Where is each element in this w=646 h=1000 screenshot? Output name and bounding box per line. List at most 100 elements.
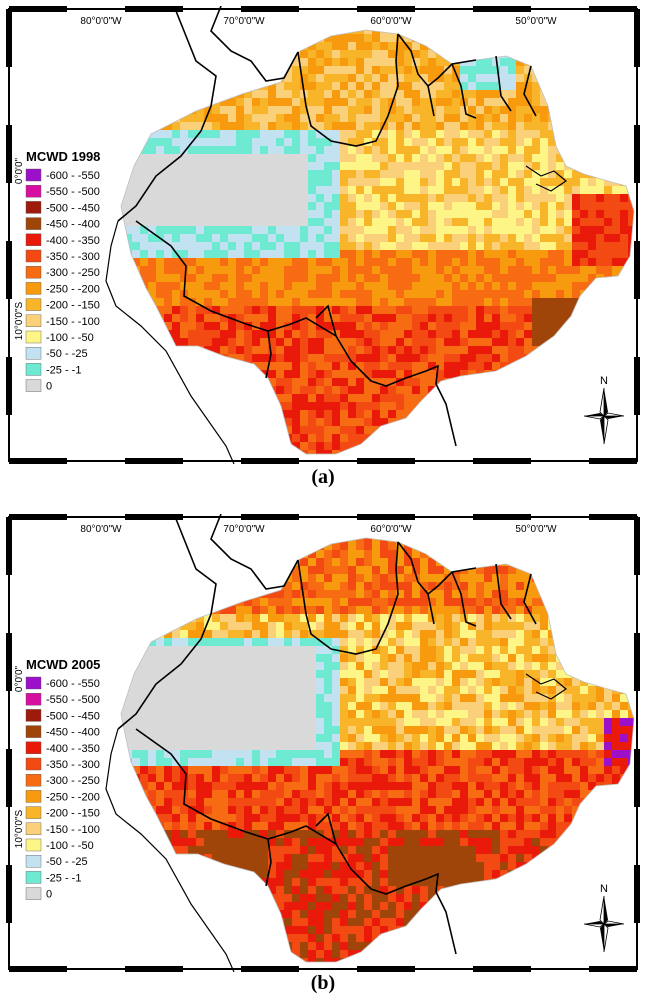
legend-label: 0 (46, 889, 52, 901)
legend-label: -450 - -400 (46, 727, 100, 739)
legend-label: -25 - -1 (46, 364, 81, 376)
legend-label: -600 - -550 (46, 678, 100, 690)
legend-swatch (25, 871, 42, 884)
longitude-label: 70°0'0"W (223, 524, 265, 535)
north-arrow-icon (583, 895, 625, 953)
country-border (427, 567, 477, 595)
legend-swatch (25, 347, 42, 360)
basin-outline (120, 29, 635, 455)
legend-swatch (25, 709, 42, 722)
legend-label: -350 - -300 (46, 251, 100, 263)
legend-label: -550 - -500 (46, 186, 100, 198)
legend-label: 0 (46, 381, 52, 393)
legend-label: -600 - -550 (46, 170, 100, 182)
legend-label: -50 - -25 (46, 348, 88, 360)
legend-swatch (25, 379, 42, 392)
coastline (105, 220, 235, 464)
legend-swatch (25, 298, 42, 311)
map-panel-1998: 80°0'0"W 70°0'0"W 60°0'0"W 50°0'0"W 0°0'0" 10… (6, 6, 640, 488)
legend-swatch (25, 790, 42, 803)
legend-swatch (25, 692, 42, 706)
latitude-label: 0°0'0" (14, 665, 25, 692)
legend-swatch (25, 330, 42, 344)
legend-swatch (25, 774, 42, 787)
map-neatline (8, 516, 638, 970)
legend-swatch (25, 314, 42, 327)
legend-label: -300 - -250 (46, 775, 100, 787)
legend: MCWD 2005 -600 - -550 -550 - -500 -500 - -4… (25, 657, 100, 901)
legend-label: -50 - -25 (46, 856, 88, 868)
country-border (451, 571, 477, 627)
country-border (265, 330, 272, 379)
legend-swatch (25, 855, 42, 868)
legend-title: MCWD 2005 (26, 657, 100, 672)
legend-swatch (25, 363, 42, 376)
latitude-label: 10°0'0"S (14, 301, 25, 340)
country-border (523, 65, 537, 117)
legend-label: -25 - -1 (46, 872, 81, 884)
legend-label: -200 - -150 (46, 808, 100, 820)
legend-label: -500 - -450 (46, 202, 100, 214)
legend-swatch (25, 838, 42, 852)
country-border (427, 59, 477, 87)
map-neatline (8, 8, 638, 462)
country-border (523, 573, 537, 625)
country-border (495, 563, 512, 620)
legend-label: -250 - -200 (46, 791, 100, 803)
caption-b: (b) (310, 972, 336, 994)
latitude-label: 0°0'0" (14, 157, 25, 184)
mcwd-map-1998: 80°0'0"W 70°0'0"W 60°0'0"W 50°0'0"W 0°0'0" 10… (6, 6, 640, 464)
legend-label: -400 - -350 (46, 235, 100, 247)
country-border (315, 812, 337, 845)
legend-swatch (25, 725, 42, 738)
river-mouth-islands (525, 673, 568, 700)
mcwd-raster (121, 538, 634, 962)
north-label: N (600, 883, 608, 895)
legend-swatch (25, 282, 42, 295)
legend-swatch (25, 233, 42, 247)
map-panel-2005: 80°0'0"W 70°0'0"W 60°0'0"W 50°0'0"W 0°0'0" 10… (0, 508, 646, 1000)
country-border (117, 514, 217, 730)
legend: MCWD 1998 -600 - -550 -550 - -500 -500 - -4… (25, 149, 100, 393)
longitude-label: 60°0'0"W (370, 524, 412, 535)
country-border (117, 6, 217, 222)
legend-label: -450 - -400 (46, 219, 100, 231)
north-arrow-icon (583, 387, 625, 445)
country-border (265, 838, 272, 887)
coastline (105, 728, 235, 972)
legend-swatch (25, 741, 42, 755)
country-border (210, 514, 299, 590)
latitude-label: 10°0'0"S (14, 809, 25, 848)
longitude-label: 60°0'0"W (370, 16, 412, 27)
legend-swatch (25, 887, 42, 900)
legend-swatch (25, 822, 42, 835)
country-border (297, 33, 399, 147)
basin-outline (120, 537, 635, 963)
legend-label: -350 - -300 (46, 759, 100, 771)
legend-label: -150 - -100 (46, 824, 100, 836)
longitude-label: 80°0'0"W (80, 524, 122, 535)
legend-swatch (25, 184, 42, 198)
legend-label: -400 - -350 (46, 743, 100, 755)
legend-label: -100 - -50 (46, 840, 94, 852)
legend-label: -250 - -200 (46, 283, 100, 295)
legend-swatch (25, 757, 42, 771)
legend-swatch (25, 249, 42, 263)
north-label: N (600, 375, 608, 387)
longitude-label: 50°0'0"W (515, 524, 557, 535)
longitude-label: 80°0'0"W (80, 16, 122, 27)
country-border (397, 33, 435, 117)
longitude-label: 50°0'0"W (515, 16, 557, 27)
legend-swatch (25, 676, 42, 690)
legend-swatch (25, 266, 42, 279)
country-border (297, 541, 399, 655)
legend-swatch (25, 201, 42, 214)
legend-label: -550 - -500 (46, 694, 100, 706)
caption-a: (a) (311, 466, 335, 488)
legend-label: -200 - -150 (46, 300, 100, 312)
country-border (495, 55, 512, 112)
longitude-label: 70°0'0"W (223, 16, 265, 27)
legend-label: -300 - -250 (46, 267, 100, 279)
legend-swatch (25, 806, 42, 819)
mcwd-map-2005: 80°0'0"W 70°0'0"W 60°0'0"W 50°0'0"W 0°0'0" 10… (6, 514, 640, 972)
